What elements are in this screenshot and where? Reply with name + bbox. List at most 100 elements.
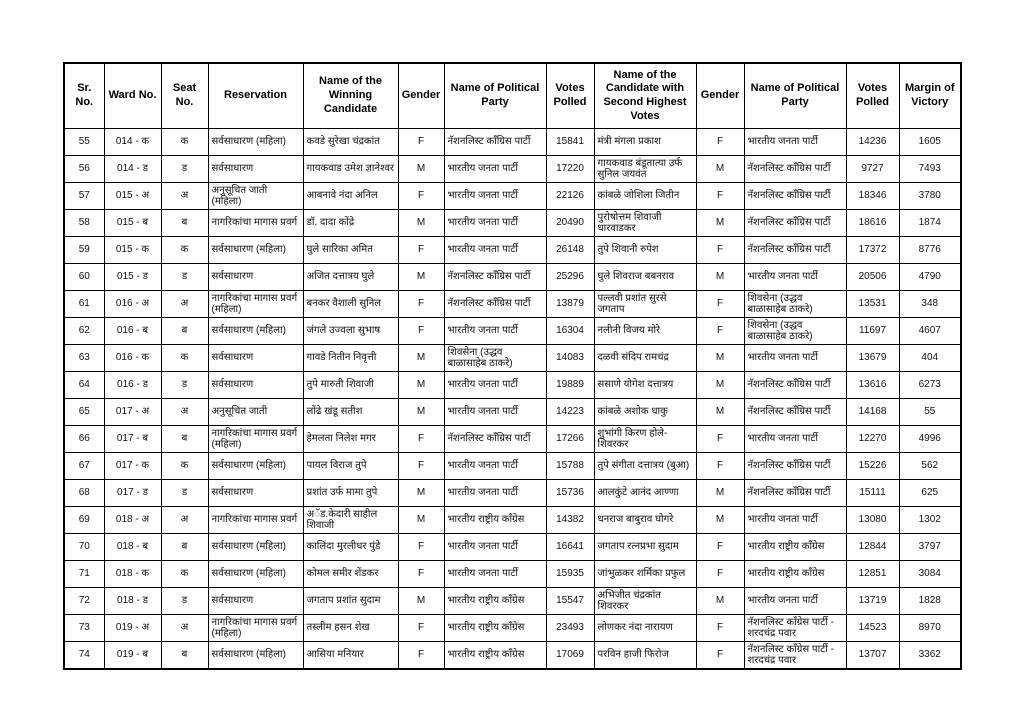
table-cell: भारतीय राष्ट्रीय काँग्रेस — [443, 506, 547, 534]
table-cell: जगताप प्रशांत सुदाम — [302, 587, 399, 615]
table-cell: अनुसूचित जाती — [207, 398, 304, 426]
table-cell: परविन हाजी फिरोज — [593, 641, 697, 670]
table-cell: अ — [160, 290, 209, 318]
table-cell: ड — [160, 587, 209, 615]
table-cell: 8776 — [898, 236, 962, 264]
table-cell: 015 - ड — [103, 263, 162, 291]
table-cell: शुभांगी किरण होले-शिवरकर — [593, 425, 697, 453]
table-cell: नॅशनलिस्ट काँग्रिस पार्टी — [443, 263, 547, 291]
table-cell: सर्वसाधारण — [207, 371, 304, 399]
table-cell: F — [397, 533, 445, 561]
table-cell: 22126 — [545, 182, 595, 210]
table-cell: 018 - ड — [103, 587, 162, 615]
election-results-table: Sr. No. Ward No. Seat No. Reservation Name o… — [63, 62, 962, 670]
table-cell: कवडे सुरेखा चंद्रकांत — [302, 128, 399, 156]
table-cell: भारतीय जनता पार्टी — [743, 263, 847, 291]
table-cell: सर्वसाधारण (महिला) — [207, 533, 304, 561]
table-cell: F — [695, 614, 745, 642]
table-cell: F — [397, 641, 445, 670]
table-cell: 55 — [898, 398, 962, 426]
table-cell: F — [397, 182, 445, 210]
table-cell: 4607 — [898, 317, 962, 345]
column-header: Name of the Candidate with Second Highes… — [593, 62, 697, 129]
table-cell: F — [397, 236, 445, 264]
column-header: Votes Polled — [545, 62, 595, 129]
table-cell: M — [397, 263, 445, 291]
table-cell: क — [160, 344, 209, 372]
table-cell: 3780 — [898, 182, 962, 210]
table-cell: 20490 — [545, 209, 595, 237]
table-row: 56 014 - ड ड सर्वसाधारण गायकवाड उमेश ज्ञानेश… — [63, 155, 962, 183]
table-row: 68 017 - ड ड सर्वसाधारण प्रशांत उर्फ मामा तु… — [63, 479, 962, 507]
table-cell: 59 — [63, 236, 105, 264]
table-cell: क — [160, 560, 209, 588]
table-cell: 15736 — [545, 479, 595, 507]
table-cell: 13679 — [845, 344, 900, 372]
table-cell: 17372 — [845, 236, 900, 264]
table-cell: अ — [160, 182, 209, 210]
table-cell: 23493 — [545, 614, 595, 642]
table-cell: नॅशनलिस्ट काँग्रिस पार्टी — [743, 209, 847, 237]
table-cell: 6273 — [898, 371, 962, 399]
table-cell: 64 — [63, 371, 105, 399]
column-header: Margin of Victory — [898, 62, 962, 129]
table-cell: 56 — [63, 155, 105, 183]
table-cell: ड — [160, 371, 209, 399]
table-cell: ब — [160, 317, 209, 345]
table-cell: अजित दत्तात्रय घुले — [302, 263, 399, 291]
column-header: Name of the Winning Candidate — [302, 62, 399, 129]
table-row: 72 018 - ड ड सर्वसाधारण जगताप प्रशांत सुदाम M… — [63, 587, 962, 615]
table-cell: F — [695, 317, 745, 345]
table-cell: F — [695, 641, 745, 670]
table-cell: 14083 — [545, 344, 595, 372]
table-cell: तुपे संगीता दत्तात्रय (बुआ) — [593, 452, 697, 480]
table-cell: 14168 — [845, 398, 900, 426]
table-cell: 62 — [63, 317, 105, 345]
table-cell: M — [695, 344, 745, 372]
table-cell: भारतीय जनता पार्टी — [443, 452, 547, 480]
table-row: 74 019 - ब ब सर्वसाधारण (महिला) आसिया मनियार… — [63, 641, 962, 670]
table-cell: भारतीय जनता पार्टी — [743, 506, 847, 534]
table-row: 71 018 - क क सर्वसाधारण (महिला) कोमल समीर शे… — [63, 560, 962, 588]
table-cell: 016 - अ — [103, 290, 162, 318]
table-cell: कालिंदा मुरलीधर पुंडे — [302, 533, 399, 561]
table-cell: 18616 — [845, 209, 900, 237]
table-cell: 12844 — [845, 533, 900, 561]
table-cell: क — [160, 128, 209, 156]
table-cell: 015 - अ — [103, 182, 162, 210]
table-cell: नागरिकांचा मागास प्रवर्ग (महिला) — [207, 290, 304, 318]
table-cell: गायकवाड बंडूतात्या उर्फ सुनिल जयवंत — [593, 155, 697, 183]
table-cell: सर्वसाधारण — [207, 263, 304, 291]
table-cell: 015 - क — [103, 236, 162, 264]
table-cell: 016 - ड — [103, 371, 162, 399]
table-cell: नलीनी विजय मोरे — [593, 317, 697, 345]
table-cell: लोणकर नंदा नारायण — [593, 614, 697, 642]
table-cell: नागरिकांचा मागास प्रवर्ग — [207, 209, 304, 237]
table-row: 69 018 - अ अ नागरिकांचा मागास प्रवर्ग अॅड.के… — [63, 506, 962, 534]
table-cell: 15841 — [545, 128, 595, 156]
table-cell: 019 - अ — [103, 614, 162, 642]
table-cell: M — [397, 209, 445, 237]
table-cell: सर्वसाधारण (महिला) — [207, 317, 304, 345]
table-cell: 017 - ब — [103, 425, 162, 453]
table-cell: 66 — [63, 425, 105, 453]
table-cell: पायल विराज तुपे — [302, 452, 399, 480]
table-cell: F — [397, 560, 445, 588]
table-cell: 016 - ब — [103, 317, 162, 345]
table-cell: 12270 — [845, 425, 900, 453]
table-cell: F — [695, 290, 745, 318]
table-cell: 72 — [63, 587, 105, 615]
table-cell: 1874 — [898, 209, 962, 237]
table-cell: 12851 — [845, 560, 900, 588]
table-cell: अनुसूचित जाती (महिला) — [207, 182, 304, 210]
table-cell: तुपे मारुती शिवाजी — [302, 371, 399, 399]
table-cell: M — [397, 506, 445, 534]
column-header: Sr. No. — [63, 62, 105, 129]
table-row: 64 016 - ड ड सर्वसाधारण तुपे मारुती शिवाजी M भ… — [63, 371, 962, 399]
table-cell: 9727 — [845, 155, 900, 183]
column-header: Name of Political Party — [743, 62, 847, 129]
table-cell: F — [397, 425, 445, 453]
table-cell: 55 — [63, 128, 105, 156]
table-cell: नागरिकांचा मागास प्रवर्ग (महिला) — [207, 425, 304, 453]
table-cell: सर्वसाधारण (महिला) — [207, 128, 304, 156]
